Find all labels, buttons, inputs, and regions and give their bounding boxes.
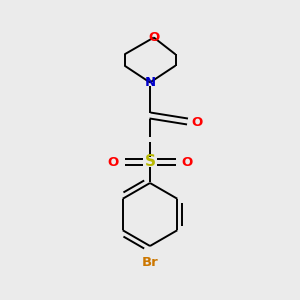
Text: O: O (107, 155, 119, 169)
Text: O: O (181, 155, 193, 169)
Text: S: S (145, 154, 155, 169)
Text: O: O (191, 116, 202, 130)
Text: Br: Br (142, 256, 158, 268)
Text: O: O (148, 31, 160, 44)
Text: N: N (144, 76, 156, 89)
